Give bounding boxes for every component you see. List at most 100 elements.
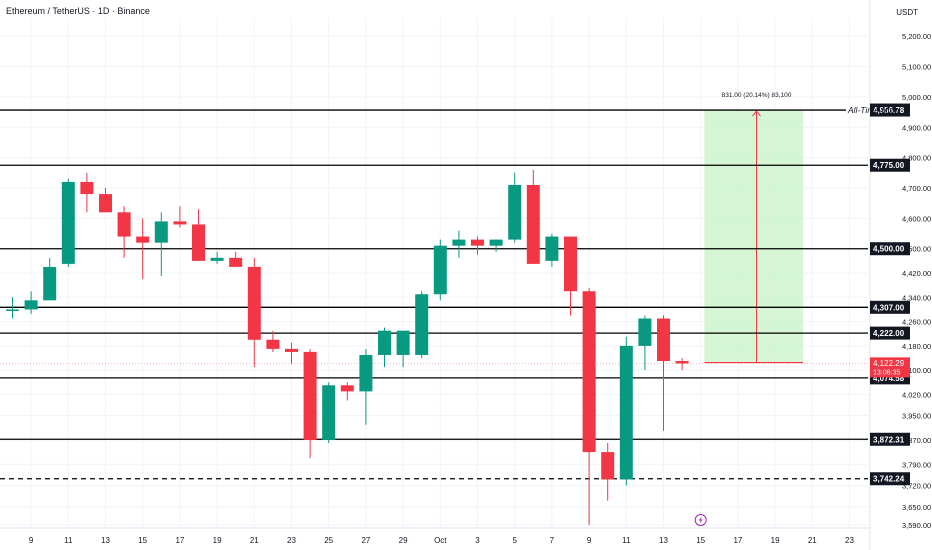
y-tick-label: 4,180.00 [902,342,931,351]
x-tick-label: 3 [475,536,480,545]
x-tick-label: 5 [512,536,517,545]
level-price-text: 3,872.31 [873,435,905,444]
x-tick-label: 15 [138,536,147,545]
measure-range-box [704,110,803,363]
x-tick-label: 19 [771,536,780,545]
price-axis[interactable]: 5,200.00 5,100.00 5,000.00 4,900.00 4,800.00… [869,0,931,550]
level-price-text: 4,775.00 [873,161,905,170]
x-tick-label: 17 [733,536,742,545]
y-tick-label: 5,100.00 [902,63,931,72]
y-tick-label: 3,720.00 [902,482,931,491]
y-tick-label: 3,650.00 [902,503,931,512]
current-price-tag [870,357,910,378]
x-tick-label: 27 [361,536,370,545]
x-tick-label: 7 [550,536,555,545]
y-tick-label: 4,260.00 [902,318,931,327]
x-tick-label: 19 [213,536,222,545]
ath-annotation: All-Time High [847,105,899,115]
y-tick-label: 4,020.00 [902,390,931,399]
y-tick-label: 4,800.00 [902,154,931,163]
y-tick-label: 4,420.00 [902,269,931,278]
lightning-icon [694,514,707,526]
candle-body [117,212,131,237]
x-tick-label: 23 [845,536,854,545]
y-tick-label: 5,200.00 [902,32,931,41]
candle-body [508,184,522,240]
y-tick-label: 4,700.00 [902,184,931,193]
level-price-text: 4,500.00 [873,245,905,254]
candle-body [378,330,391,355]
currency-unit: USDT [896,8,918,17]
measure-tool[interactable]: 831.00 (20.14%) 83,100 [704,92,803,364]
x-tick-label: 29 [399,536,408,545]
candle-body [471,239,484,246]
y-tick-label: 4,900.00 [902,123,931,132]
candle-body [582,291,596,453]
time-axis[interactable]: 9 11 13 15 17 19 21 23 25 27 29 Oct 3 5 7 9 11 13 15 17 19 21… [0,514,870,546]
candle-body [229,257,243,267]
chart-title: Ethereum / TetherUS · 1D · Binance [6,6,150,16]
candle-body [489,239,503,246]
level-price-tag [870,103,910,117]
level-price-tag [870,326,910,340]
candlesticks [6,169,689,525]
y-tick-label: 4,100.00 [902,366,931,375]
candle-body [601,452,615,480]
x-tick-label: 13 [101,536,110,545]
level-price-tag [870,242,910,256]
y-tick-label: 3,790.00 [902,460,931,469]
candle-body [322,385,336,440]
candle-body [99,194,112,213]
candle-body [173,221,187,225]
lightning-bolt [698,516,703,524]
y-tick-label: 5,000.00 [902,93,931,102]
candle-body [415,294,429,355]
candle-body [340,385,354,392]
level-price-text: 4,956.78 [873,106,905,115]
x-tick-label: 11 [64,536,73,545]
candle-body [266,339,280,349]
y-tick-label: 3,590.00 [902,521,931,530]
x-tick-label: 15 [696,536,705,545]
candle-body [154,221,168,243]
x-tick-label: 9 [587,536,592,545]
x-tick-label: Oct [434,536,447,545]
candle-body [545,236,559,261]
y-tick-label: 4,340.00 [902,293,931,302]
y-tick-label: 3,870.00 [902,436,931,445]
level-price-text: 4,307.00 [873,303,905,312]
candle-body [657,318,670,362]
level-price-tag [870,158,910,172]
level-price-tag [870,300,910,314]
candle-body [192,224,205,261]
x-tick-label: 9 [29,536,34,545]
candle-body [396,330,410,355]
horizontal-levels [0,109,868,480]
level-price-text: 4,074.58 [873,374,905,383]
level-price-tag [870,472,910,486]
candle-body [675,361,689,364]
grid-lines [0,18,868,528]
candle-body [6,309,19,311]
x-tick-label: 25 [324,536,333,545]
candle-body [526,184,540,264]
ath-bg [846,104,868,117]
candle-body [433,245,447,295]
level-labels: 4,956.78 4,775.00 4,500.00 4,307.00 4,222.00… [846,103,910,486]
y-tick-label: 3,950.00 [902,412,931,421]
countdown-text: 13:06:35 [873,369,900,376]
candle-body [303,351,317,440]
x-tick-label: 23 [287,536,296,545]
level-price-text: 3,742.24 [873,475,905,484]
candle-body [359,354,373,392]
candle-body [24,300,38,310]
candle-body [452,239,466,246]
x-tick-label: 21 [250,536,259,545]
candle-body [564,236,577,292]
candle-body [619,345,633,480]
y-tick-label: 4,500.00 [902,245,931,254]
candle-body [43,266,57,301]
x-tick-label: 11 [622,536,631,545]
candle-body [80,181,94,195]
